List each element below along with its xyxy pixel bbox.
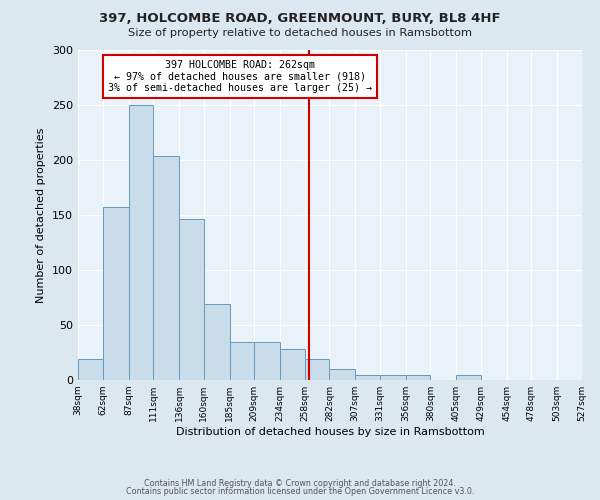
Text: 397, HOLCOMBE ROAD, GREENMOUNT, BURY, BL8 4HF: 397, HOLCOMBE ROAD, GREENMOUNT, BURY, BL…	[99, 12, 501, 26]
Y-axis label: Number of detached properties: Number of detached properties	[37, 128, 46, 302]
Bar	[456, 374, 481, 380]
Bar	[254, 342, 280, 380]
Text: 397 HOLCOMBE ROAD: 262sqm
← 97% of detached houses are smaller (918)
3% of semi-: 397 HOLCOMBE ROAD: 262sqm ← 97% of detac…	[108, 60, 372, 93]
Text: Contains public sector information licensed under the Open Government Licence v3: Contains public sector information licen…	[126, 487, 474, 496]
Bar	[103, 208, 128, 380]
Text: Size of property relative to detached houses in Ramsbottom: Size of property relative to detached ho…	[128, 28, 472, 38]
Bar	[280, 349, 305, 380]
Bar	[329, 369, 355, 380]
Bar	[305, 359, 329, 380]
Bar	[230, 342, 254, 380]
X-axis label: Distribution of detached houses by size in Ramsbottom: Distribution of detached houses by size …	[176, 427, 484, 437]
Bar	[78, 359, 103, 380]
Bar	[380, 374, 406, 380]
Bar	[153, 156, 179, 380]
Bar	[128, 105, 153, 380]
Text: Contains HM Land Registry data © Crown copyright and database right 2024.: Contains HM Land Registry data © Crown c…	[144, 478, 456, 488]
Bar	[406, 374, 430, 380]
Bar	[204, 304, 230, 380]
Bar	[179, 220, 204, 380]
Bar	[355, 374, 380, 380]
